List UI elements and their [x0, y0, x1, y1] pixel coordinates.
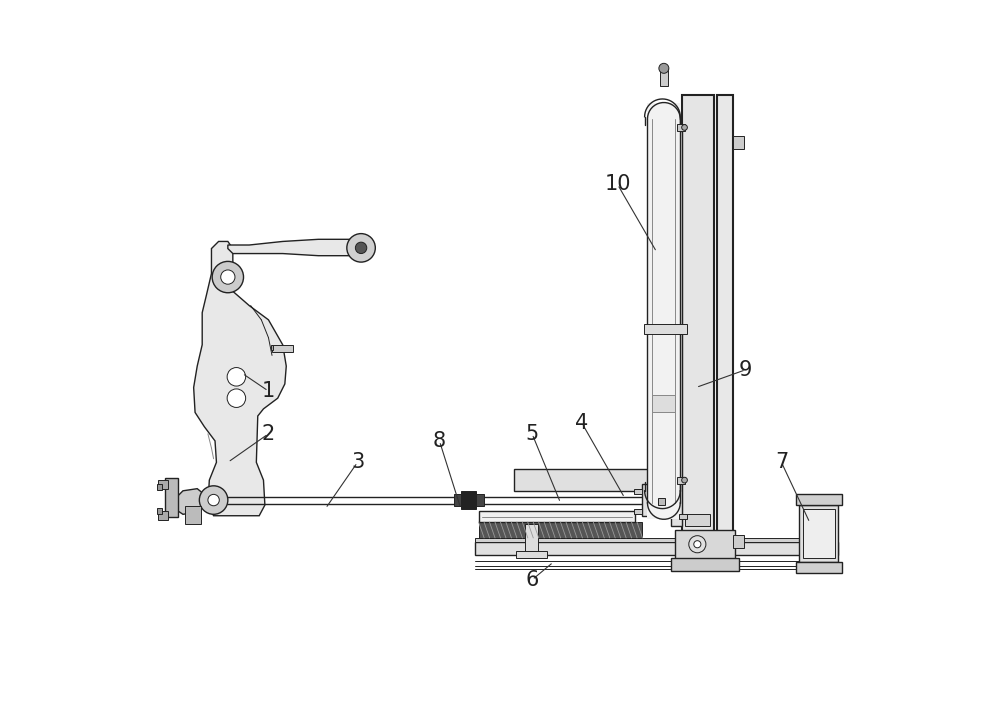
Text: 6: 6 [525, 570, 539, 590]
Text: 8: 8 [433, 431, 446, 451]
Bar [461, 491, 476, 509]
Polygon shape [228, 239, 363, 256]
Circle shape [682, 477, 687, 483]
Circle shape [689, 536, 706, 553]
Bar [675, 530, 735, 562]
Bar [657, 488, 670, 512]
Bar [677, 477, 685, 484]
Circle shape [208, 495, 219, 505]
Circle shape [227, 368, 246, 386]
Bar [660, 68, 668, 86]
Bar [514, 470, 682, 491]
Text: 3: 3 [351, 452, 364, 472]
Bar [647, 103, 680, 519]
Bar [634, 489, 642, 495]
Bar [454, 495, 461, 505]
Bar [658, 498, 665, 505]
Circle shape [227, 389, 246, 407]
Text: 4: 4 [575, 413, 589, 433]
Bar [642, 485, 657, 516]
Bar [717, 95, 733, 562]
Bar [157, 485, 162, 490]
Bar [796, 495, 842, 505]
Bar [682, 95, 714, 562]
Bar [516, 551, 547, 559]
Circle shape [682, 125, 687, 130]
Circle shape [212, 261, 244, 293]
Circle shape [355, 242, 367, 253]
Text: 2: 2 [262, 424, 275, 444]
Bar [796, 562, 842, 573]
Bar [158, 480, 168, 489]
Bar [158, 511, 168, 520]
Bar [634, 508, 642, 514]
Polygon shape [194, 241, 286, 516]
Bar [799, 505, 838, 562]
Circle shape [221, 270, 235, 284]
Bar [479, 511, 635, 522]
Bar [272, 345, 293, 352]
Circle shape [694, 541, 701, 548]
Bar [652, 395, 675, 412]
Bar [677, 124, 685, 131]
Bar [679, 513, 687, 519]
Text: 7: 7 [775, 452, 788, 472]
Text: 5: 5 [525, 424, 539, 444]
Bar [671, 558, 739, 571]
Circle shape [347, 233, 375, 262]
Circle shape [659, 63, 669, 73]
Text: 1: 1 [262, 381, 275, 401]
Bar [165, 478, 178, 517]
Bar [644, 324, 687, 334]
Bar [671, 131, 682, 526]
Bar [185, 506, 201, 524]
Bar [479, 522, 642, 538]
Bar [271, 345, 273, 350]
Bar [525, 524, 538, 553]
Bar [157, 508, 162, 513]
Bar [685, 513, 710, 526]
Circle shape [199, 486, 228, 514]
Text: 10: 10 [604, 174, 631, 195]
Text: 9: 9 [739, 360, 752, 380]
Bar [476, 495, 484, 505]
Polygon shape [172, 489, 204, 514]
Bar [733, 136, 744, 149]
Bar [475, 542, 838, 555]
Bar [475, 538, 838, 542]
Bar [803, 508, 835, 559]
Bar [733, 535, 744, 548]
